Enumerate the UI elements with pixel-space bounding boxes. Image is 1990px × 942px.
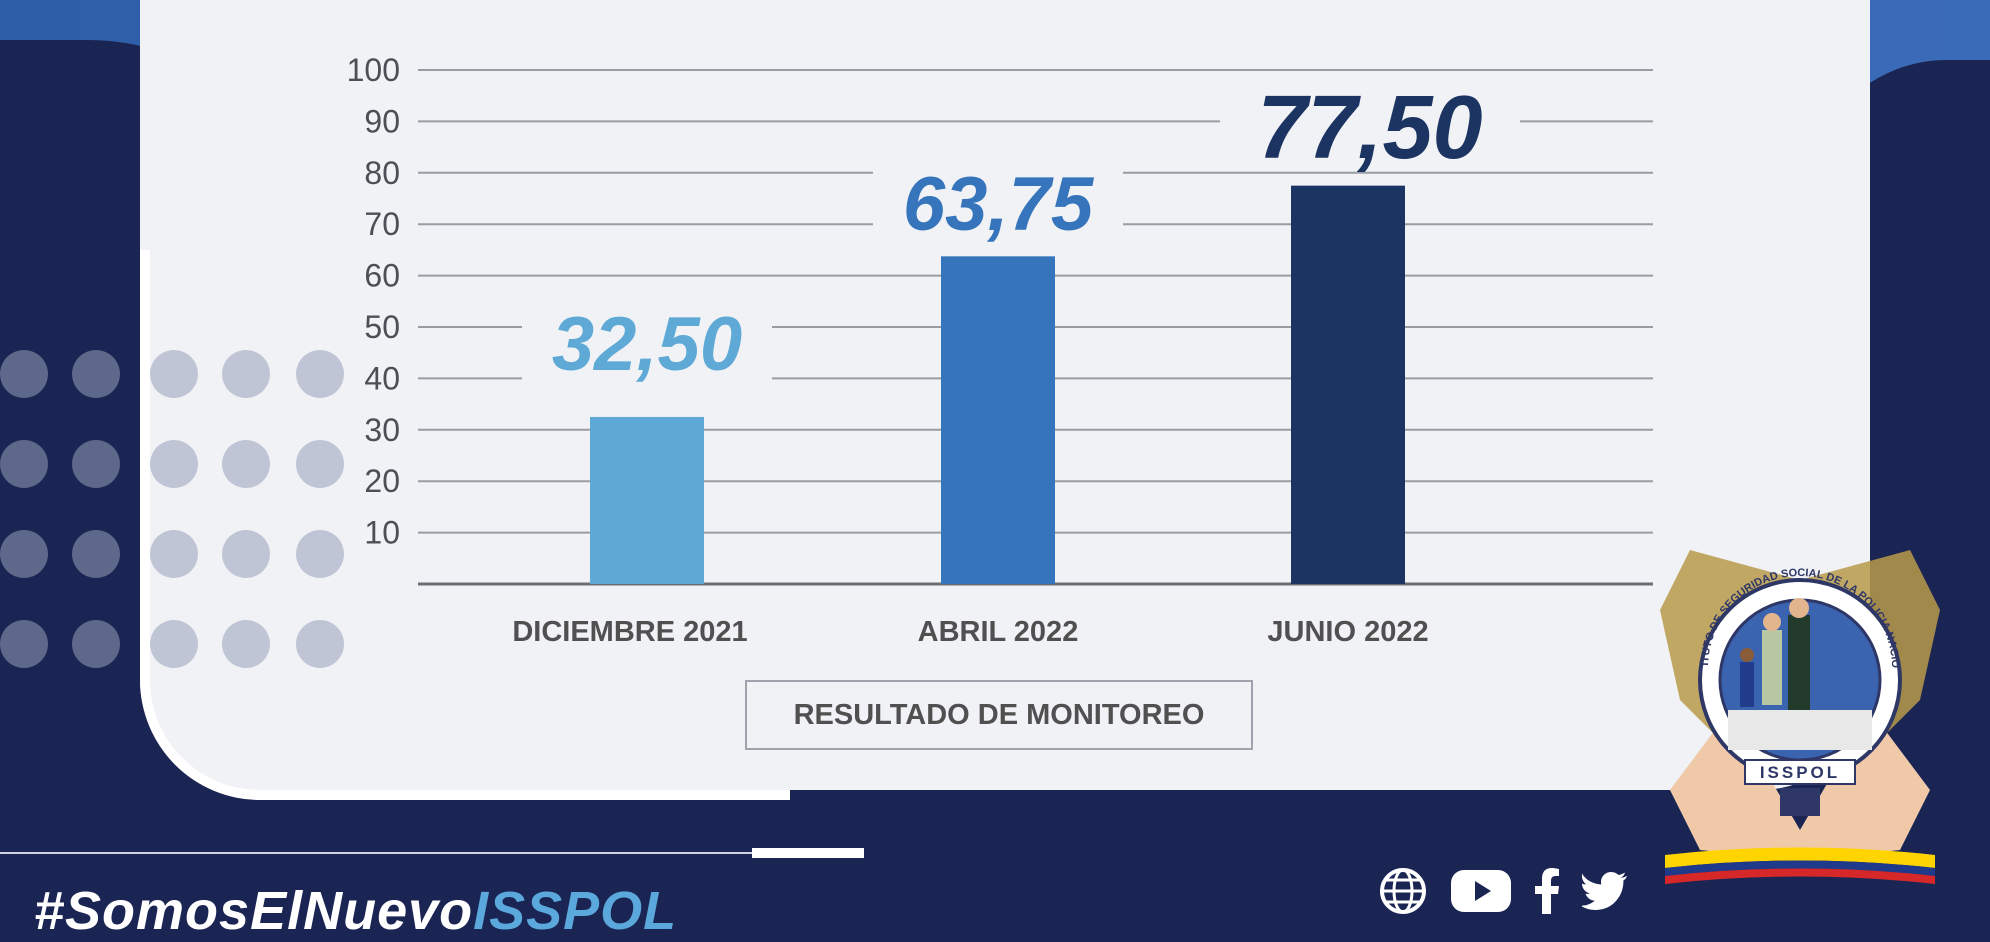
decorative-dot xyxy=(0,620,48,668)
footer-divider xyxy=(0,852,760,854)
decorative-dot xyxy=(0,530,48,578)
y-tick-label: 90 xyxy=(364,103,400,139)
youtube-icon[interactable] xyxy=(1450,868,1512,919)
hashtag: #SomosElNuevoISSPOL xyxy=(34,880,677,942)
y-tick-label: 10 xyxy=(364,515,400,551)
card-accent-border xyxy=(140,250,790,800)
decorative-dot xyxy=(0,350,48,398)
value-label: 77,50 xyxy=(1257,78,1482,178)
emblem-banner-text: ISSPOL xyxy=(1760,763,1840,782)
isspol-emblem: INSTITUTO DE SEGURIDAD SOCIAL DE LA POLI… xyxy=(1650,550,1940,884)
y-tick-label: 80 xyxy=(364,155,400,191)
x-axis-title: RESULTADO DE MONITOREO xyxy=(745,680,1253,750)
hashtag-accent: ISSPOL xyxy=(473,881,678,941)
social-links xyxy=(1378,866,1628,921)
value-label: 63,75 xyxy=(903,162,1095,247)
decorative-dot xyxy=(222,530,270,578)
decorative-dot xyxy=(222,620,270,668)
facebook-icon[interactable] xyxy=(1534,868,1560,919)
x-tick-label: JUNIO 2022 xyxy=(1267,616,1428,648)
bar xyxy=(1291,185,1405,584)
bar xyxy=(590,416,704,584)
decorative-dot xyxy=(72,620,120,668)
globe-icon[interactable] xyxy=(1378,866,1428,921)
decorative-dot xyxy=(222,350,270,398)
footer-divider-accent xyxy=(752,848,864,858)
value-label-backdrop xyxy=(1220,87,1520,171)
x-tick-label: ABRIL 2022 xyxy=(918,616,1079,648)
y-tick-label: 100 xyxy=(347,52,400,88)
decorative-dot xyxy=(296,530,344,578)
decorative-dot xyxy=(150,530,198,578)
x-tick-label: DICIEMBRE 2021 xyxy=(512,616,747,648)
decorative-dot xyxy=(72,350,120,398)
y-tick-label: 30 xyxy=(364,412,400,448)
y-tick-label: 60 xyxy=(364,258,400,294)
value-label-backdrop xyxy=(522,310,772,381)
decorative-dot xyxy=(150,620,198,668)
value-label-backdrop xyxy=(873,170,1123,241)
hashtag-prefix: #SomosElNuevo xyxy=(34,881,474,941)
twitter-icon[interactable] xyxy=(1580,871,1628,916)
decorative-dot xyxy=(72,530,120,578)
value-label: 32,50 xyxy=(552,302,742,387)
decorative-dot xyxy=(0,440,48,488)
y-tick-label: 70 xyxy=(364,206,400,242)
decorative-dot xyxy=(72,440,120,488)
decorative-dot xyxy=(296,350,344,398)
decorative-dot xyxy=(150,350,198,398)
y-tick-label: 50 xyxy=(364,309,400,345)
y-tick-label: 40 xyxy=(364,360,400,396)
decorative-dot xyxy=(296,620,344,668)
bar xyxy=(941,256,1055,584)
decorative-dot xyxy=(150,440,198,488)
y-tick-label: 20 xyxy=(364,463,400,499)
decorative-dot xyxy=(296,440,344,488)
decorative-dot xyxy=(222,440,270,488)
